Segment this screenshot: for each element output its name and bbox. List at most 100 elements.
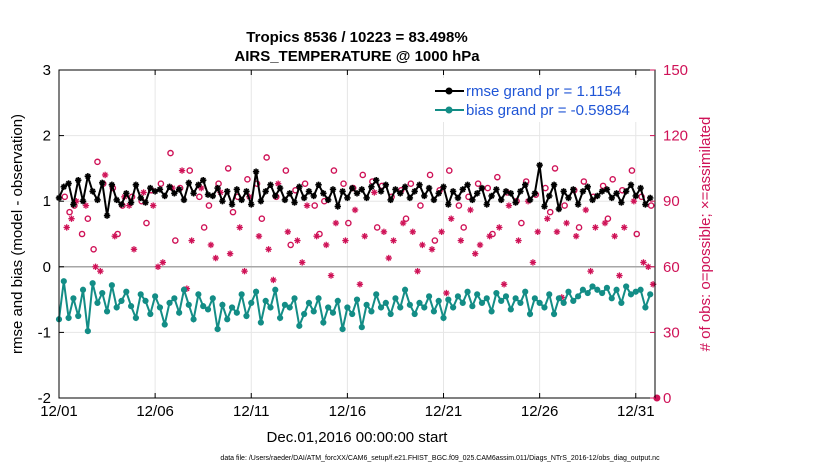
- bias-point: [103, 308, 111, 315]
- rmse-point: [560, 188, 567, 195]
- rmse-point: [65, 180, 72, 187]
- obs-possible-point: [196, 193, 203, 201]
- obs-assimilated-point: [323, 241, 330, 249]
- rmse-point: [171, 190, 178, 197]
- bias-point: [401, 286, 409, 293]
- obs-assimilated-point: [140, 189, 147, 196]
- rmse-point: [411, 188, 418, 195]
- obs-possible-point: [494, 173, 501, 181]
- bias-point: [536, 299, 543, 306]
- rmse-point: [156, 186, 164, 193]
- rmse-point: [214, 184, 221, 192]
- obs-possible-point: [330, 167, 338, 174]
- obs-assimilated-point: [409, 228, 416, 236]
- rmse-point: [363, 194, 370, 202]
- obs-possible-point: [402, 215, 410, 222]
- rmse-point: [161, 192, 168, 200]
- bias-point: [421, 304, 428, 311]
- bias-point: [248, 299, 255, 306]
- obs-possible-point: [167, 149, 174, 157]
- bias-point: [60, 278, 67, 285]
- legend-rmse-marker: [445, 87, 453, 95]
- obs-assimilated-point: [587, 267, 594, 275]
- obs-possible-point: [90, 246, 97, 253]
- obs-possible-point: [282, 167, 290, 174]
- rmse-point: [166, 183, 173, 190]
- x-tick-label: 12/16: [329, 403, 367, 420]
- chart-title: Tropics 8536 / 10223 = 83.498%: [246, 29, 467, 46]
- x-tick-label: 12/21: [425, 403, 463, 420]
- bias-point: [118, 297, 125, 305]
- rmse-point: [406, 194, 414, 202]
- bias-point: [89, 280, 96, 287]
- rmse-point: [613, 190, 620, 197]
- obs-possible-point: [229, 208, 237, 216]
- bias-point: [498, 297, 505, 305]
- rmse-point: [368, 183, 375, 190]
- obs-possible-point: [224, 165, 232, 172]
- rmse-point: [536, 161, 543, 169]
- rmse-point: [108, 181, 116, 188]
- bias-point: [257, 319, 264, 326]
- bias-point: [276, 314, 284, 322]
- bias-point: [454, 293, 462, 300]
- obs-assimilated-point: [380, 228, 388, 236]
- obs-possible-point: [205, 202, 213, 209]
- bias-point: [301, 310, 308, 318]
- rmse-point: [574, 201, 582, 208]
- bias-point: [296, 322, 303, 329]
- rmse-point: [416, 181, 423, 188]
- bias-point: [416, 299, 423, 306]
- obs-possible-point: [628, 167, 636, 174]
- bias-point: [214, 326, 221, 333]
- bias-point: [555, 295, 562, 302]
- bias-point: [363, 301, 370, 308]
- rmse-point: [469, 196, 476, 204]
- bias-point: [171, 295, 178, 302]
- rmse-point: [449, 188, 457, 195]
- y2-tick-label: 0: [663, 390, 671, 407]
- rmse-point: [320, 190, 327, 197]
- bias-point: [502, 293, 510, 300]
- bias-point: [507, 306, 514, 313]
- obs-possible-point: [311, 202, 319, 209]
- bias-point: [368, 308, 375, 315]
- bias-point: [459, 299, 466, 306]
- rmse-point: [541, 203, 548, 210]
- bias-point: [623, 283, 630, 290]
- chart-subtitle: AIRS_TEMPERATURE @ 1000 hPa: [234, 48, 480, 65]
- y-tick-label: -2: [38, 390, 51, 407]
- obs-assimilated-point: [111, 232, 118, 240]
- rmse-point: [291, 199, 298, 206]
- obs-possible-point: [345, 219, 352, 227]
- obs-assimilated-point: [327, 272, 335, 279]
- rmse-point: [353, 190, 361, 197]
- bias-point: [156, 304, 164, 311]
- bias-point: [387, 310, 394, 318]
- rmse-point: [348, 184, 356, 192]
- bias-point: [166, 299, 173, 306]
- rmse-point: [397, 190, 404, 197]
- obs-assimilated-point: [150, 202, 157, 209]
- rmse-point: [546, 192, 553, 200]
- rmse-point: [507, 190, 515, 197]
- rmse-point: [334, 203, 341, 210]
- obs-assimilated-point: [82, 202, 90, 209]
- obs-assimilated-point: [419, 241, 426, 249]
- bias-point: [224, 316, 231, 323]
- bias-point: [252, 288, 260, 295]
- bias-point: [440, 314, 447, 322]
- rmse-point: [555, 205, 563, 213]
- bias-point: [594, 286, 601, 293]
- rmse-point: [262, 188, 269, 195]
- obs-possible-point: [340, 180, 347, 188]
- obs-assimilated-point: [616, 272, 623, 279]
- obs-possible-point: [78, 230, 86, 238]
- bias-point: [320, 319, 327, 326]
- bias-point: [99, 289, 106, 297]
- bias-point: [474, 291, 481, 298]
- rmse-point: [377, 188, 385, 195]
- rmse-line: [58, 164, 652, 216]
- obs-assimilated-point: [154, 263, 162, 270]
